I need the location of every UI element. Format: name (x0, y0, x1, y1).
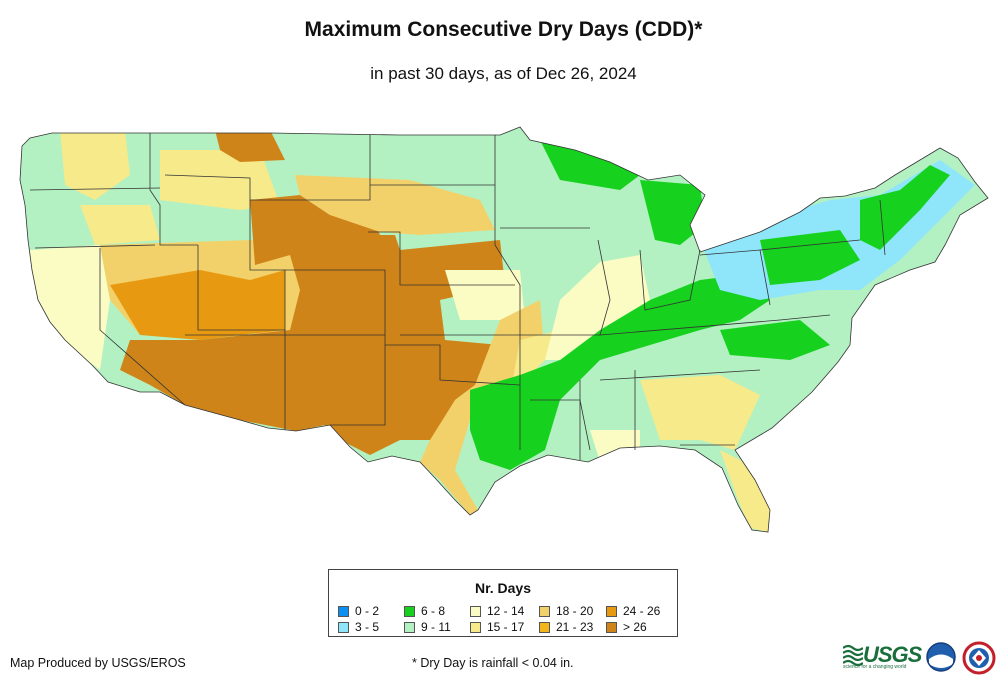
legend-title: Nr. Days (474, 580, 532, 596)
border-ok-tx (385, 344, 521, 386)
legend-swatch (539, 621, 550, 633)
border-ca-nv (99, 248, 186, 406)
legend-item: 6 - 8 (404, 604, 445, 618)
nws-logo-icon (962, 641, 996, 675)
upper-midwest-6-8 (540, 140, 640, 190)
oregon-15-17 (80, 205, 160, 245)
border-co (285, 269, 386, 336)
legend-box: Nr. Days 0 - 2 3 - 5 6 - 8 9 - 11 12 - 1… (328, 569, 678, 637)
legend-swatch (338, 605, 349, 617)
georgia-15-17 (640, 375, 760, 450)
central-band-6-8 (470, 275, 770, 470)
legend-item: 0 - 2 (338, 604, 379, 618)
border-mn-ia (494, 135, 521, 286)
legend-item: 18 - 20 (539, 604, 593, 618)
border-nv-ut (197, 245, 285, 331)
noaa-logo-icon (926, 642, 956, 672)
state-borders (19, 126, 989, 533)
florida-15-17 (720, 450, 770, 532)
usgs-wordmark: USGS (863, 642, 922, 667)
michigan-6-8 (640, 180, 705, 245)
border-mo (520, 239, 611, 336)
usgs-logo: USGS science for a changing world (843, 642, 922, 670)
legend-swatch (470, 605, 481, 617)
legend-swatch (470, 621, 481, 633)
border-ne-ks (368, 231, 515, 286)
legend-swatch (338, 621, 349, 633)
map-credit: Map Produced by USGS/EROS (10, 656, 186, 670)
us-outline (19, 126, 989, 533)
legend-item: 3 - 5 (338, 620, 379, 634)
usgs-wave-icon (843, 644, 863, 666)
legend-item: 24 - 26 (606, 604, 660, 618)
north-idaho-15-17 (60, 130, 130, 200)
legend-item: > 26 (606, 620, 647, 634)
border-nm-east (330, 335, 386, 426)
nevada-utah-24-26 (110, 270, 285, 340)
west-coast-12-14 (30, 245, 110, 370)
border-in-oh (639, 249, 701, 311)
legend-swatch (539, 605, 550, 617)
border-ut-co-az (249, 200, 286, 430)
dakotas-18-20 (295, 175, 495, 235)
legend-item: 15 - 17 (470, 620, 524, 634)
cdd-fill-layer (20, 127, 988, 532)
map-title: Maximum Consecutive Dry Days (CDD)* (304, 18, 703, 41)
montana-pocket-over-26 (215, 130, 285, 162)
border-south (599, 369, 761, 381)
kansas-12-14 (445, 270, 525, 320)
border-or-ca (34, 244, 156, 249)
border-new-england (879, 199, 886, 256)
usgs-tagline: science for a changing world (843, 664, 907, 670)
dry-day-footnote: * Dry Day is rainfall < 0.04 in. (412, 656, 574, 670)
southwest-core-over-26 (120, 195, 510, 455)
border-tn-ky (599, 314, 831, 336)
legend-swatch (606, 605, 617, 617)
border-id (149, 133, 198, 246)
legend-swatch (606, 621, 617, 633)
legend-item: 9 - 11 (404, 620, 451, 634)
border-wa-or (29, 187, 161, 191)
carolinas-6-8 (720, 320, 830, 360)
border-ny (759, 239, 861, 251)
missouri-12-14 (545, 255, 650, 360)
legend-swatch (404, 621, 415, 633)
legend-item: 21 - 23 (539, 620, 593, 634)
penn-6-8 (760, 230, 860, 285)
legend-swatch (404, 605, 415, 617)
legend-item: 12 - 14 (470, 604, 524, 618)
map-subtitle: in past 30 days, as of Dec 26, 2024 (370, 64, 637, 83)
